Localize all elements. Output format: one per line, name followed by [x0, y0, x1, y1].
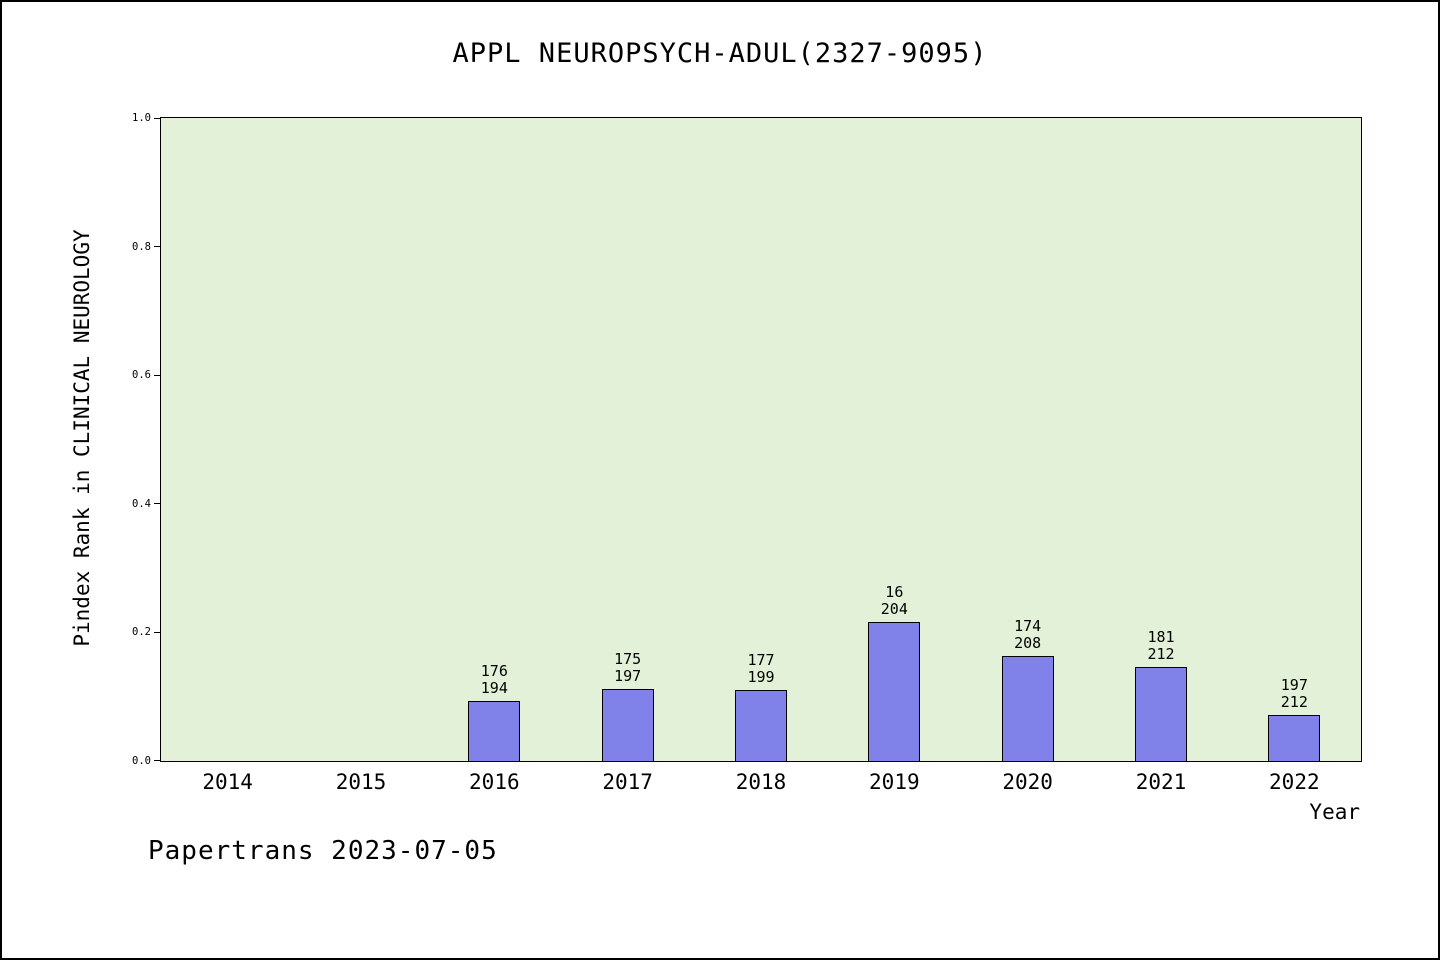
bar-value-label-2021: 181 212	[1147, 628, 1175, 663]
y-tick-label: 0.0	[132, 755, 151, 767]
plot-area: 0.0 0.2 0.4 0.6 0.8 1.0 2014 2015 2016 2017 2018 20…	[132, 112, 1362, 794]
x-tick-label-2021: 2021	[1135, 770, 1187, 794]
y-tick-mark	[154, 760, 161, 761]
bar-value-label-2020: 174 208	[1014, 617, 1042, 652]
bar-2020	[1001, 656, 1054, 761]
bar-value-label-2018: 177 199	[747, 651, 775, 686]
bar-2017	[601, 689, 654, 761]
bar-value-label-2022: 197 212	[1280, 676, 1308, 711]
y-tick-label: 0.4	[132, 497, 151, 510]
x-tick-label-2014: 2014	[202, 770, 253, 794]
chart-title: APPL NEUROPSYCH-ADUL(2327-9095)	[452, 38, 988, 69]
y-tick-mark	[154, 246, 161, 248]
x-tick-label-2016: 2016	[469, 770, 520, 794]
bar-value-label-2017: 175 197	[614, 650, 642, 685]
bar-value-label-2016: 176 194	[480, 662, 508, 697]
bar-2021	[1135, 667, 1187, 761]
x-tick-label-2020: 2020	[1002, 770, 1053, 794]
bar-value-label-2019: 16 204	[880, 583, 908, 618]
watermark-text: Papertrans 2023-07-05	[148, 836, 498, 866]
y-tick-label: 0.6	[132, 369, 151, 382]
y-tick-mark	[154, 374, 161, 376]
y-tick-label: 1.0	[132, 112, 151, 124]
x-tick-label-2022: 2022	[1269, 770, 1320, 794]
y-tick-mark	[154, 631, 161, 633]
bar-2016	[468, 701, 521, 761]
bar-2022	[1268, 715, 1321, 761]
bar-2018	[735, 690, 787, 761]
y-tick-mark	[154, 503, 161, 505]
x-tick-label-2017: 2017	[602, 770, 653, 794]
y-axis-label: Pindex Rank in CLINICAL NEUROLOGY	[70, 229, 94, 647]
x-tick-label-2019: 2019	[869, 770, 920, 794]
y-tick-label: 0.8	[132, 240, 151, 253]
x-axis-label: Year	[1309, 800, 1360, 824]
y-tick-label: 0.2	[132, 626, 151, 639]
x-tick-label-2018: 2018	[735, 770, 787, 794]
y-tick-mark	[154, 118, 161, 119]
bar-2019	[868, 622, 921, 761]
x-tick-label-2015: 2015	[335, 770, 387, 794]
